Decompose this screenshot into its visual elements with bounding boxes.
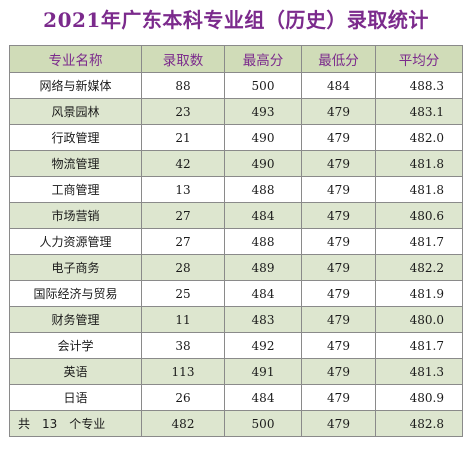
major-name-cell: 财务管理 <box>9 306 142 333</box>
table-row: 人力资源管理 27 488 479 481.7 <box>9 228 463 255</box>
admitted-count-cell: 28 <box>141 254 225 281</box>
major-name-cell: 人力资源管理 <box>9 228 142 255</box>
admitted-count-cell: 13 <box>141 176 225 203</box>
header-admitted-count: 录取数 <box>141 45 225 73</box>
avg-score-cell: 488.3 <box>375 72 463 99</box>
avg-score-cell: 480.9 <box>375 384 463 411</box>
avg-score-cell: 480.6 <box>375 202 463 229</box>
avg-score-cell: 481.3 <box>375 358 463 385</box>
total-avg-score-cell: 482.8 <box>375 410 463 437</box>
table-row: 电子商务 28 489 479 482.2 <box>9 254 463 281</box>
major-name-cell: 电子商务 <box>9 254 142 281</box>
admitted-count-cell: 42 <box>141 150 225 177</box>
table-row: 网络与新媒体 88 500 484 488.3 <box>9 72 463 99</box>
total-row: 共 13 个专业 482 500 479 482.8 <box>9 410 463 437</box>
major-name-cell: 英语 <box>9 358 142 385</box>
admitted-count-cell: 27 <box>141 202 225 229</box>
admitted-count-cell: 38 <box>141 332 225 359</box>
min-score-cell: 479 <box>301 228 376 255</box>
admitted-count-cell: 26 <box>141 384 225 411</box>
min-score-cell: 479 <box>301 358 376 385</box>
max-score-cell: 488 <box>224 176 302 203</box>
min-score-cell: 479 <box>301 280 376 307</box>
header-min-score: 最低分 <box>301 45 376 73</box>
header-avg-score: 平均分 <box>375 45 463 73</box>
avg-score-cell: 483.1 <box>375 98 463 125</box>
table-row: 英语 113 491 479 481.3 <box>9 358 463 385</box>
avg-score-cell: 481.7 <box>375 332 463 359</box>
avg-score-cell: 482.2 <box>375 254 463 281</box>
min-score-cell: 479 <box>301 332 376 359</box>
avg-score-cell: 481.7 <box>375 228 463 255</box>
major-name-cell: 行政管理 <box>9 124 142 151</box>
max-score-cell: 490 <box>224 124 302 151</box>
major-name-cell: 会计学 <box>9 332 142 359</box>
total-min-score-cell: 479 <box>301 410 376 437</box>
avg-score-cell: 481.8 <box>375 176 463 203</box>
min-score-cell: 479 <box>301 150 376 177</box>
avg-score-cell: 481.9 <box>375 280 463 307</box>
max-score-cell: 490 <box>224 150 302 177</box>
max-score-cell: 493 <box>224 98 302 125</box>
major-name-cell: 工商管理 <box>9 176 142 203</box>
max-score-cell: 500 <box>224 72 302 99</box>
min-score-cell: 479 <box>301 176 376 203</box>
min-score-cell: 479 <box>301 98 376 125</box>
min-score-cell: 479 <box>301 384 376 411</box>
major-name-cell: 物流管理 <box>9 150 142 177</box>
min-score-cell: 479 <box>301 254 376 281</box>
admitted-count-cell: 27 <box>141 228 225 255</box>
max-score-cell: 491 <box>224 358 302 385</box>
table-row: 会计学 38 492 479 481.7 <box>9 332 463 359</box>
avg-score-cell: 480.0 <box>375 306 463 333</box>
table-row: 日语 26 484 479 480.9 <box>9 384 463 411</box>
table-row: 市场营销 27 484 479 480.6 <box>9 202 463 229</box>
table-row: 物流管理 42 490 479 481.8 <box>9 150 463 177</box>
admitted-count-cell: 88 <box>141 72 225 99</box>
max-score-cell: 483 <box>224 306 302 333</box>
table-header-row: 专业名称 录取数 最高分 最低分 平均分 <box>9 45 463 73</box>
page-title: 2021年广东本科专业组（历史）录取统计 <box>43 8 429 32</box>
major-name-cell: 市场营销 <box>9 202 142 229</box>
header-max-score: 最高分 <box>224 45 302 73</box>
min-score-cell: 479 <box>301 124 376 151</box>
admission-table-container: 专业名称 录取数 最高分 最低分 平均分 网络与新媒体 88 500 484 4… <box>9 45 463 437</box>
major-name-cell: 网络与新媒体 <box>9 72 142 99</box>
max-score-cell: 489 <box>224 254 302 281</box>
avg-score-cell: 482.0 <box>375 124 463 151</box>
max-score-cell: 484 <box>224 384 302 411</box>
admitted-count-cell: 25 <box>141 280 225 307</box>
max-score-cell: 488 <box>224 228 302 255</box>
major-name-cell: 风景园林 <box>9 98 142 125</box>
table-row: 财务管理 11 483 479 480.0 <box>9 306 463 333</box>
admission-stats-table: 专业名称 录取数 最高分 最低分 平均分 网络与新媒体 88 500 484 4… <box>9 45 463 437</box>
total-max-score-cell: 500 <box>224 410 302 437</box>
max-score-cell: 492 <box>224 332 302 359</box>
max-score-cell: 484 <box>224 280 302 307</box>
min-score-cell: 479 <box>301 306 376 333</box>
min-score-cell: 479 <box>301 202 376 229</box>
admitted-count-cell: 11 <box>141 306 225 333</box>
admitted-count-cell: 23 <box>141 98 225 125</box>
admitted-count-cell: 21 <box>141 124 225 151</box>
total-count-cell: 482 <box>141 410 225 437</box>
table-row: 行政管理 21 490 479 482.0 <box>9 124 463 151</box>
min-score-cell: 484 <box>301 72 376 99</box>
header-major-name: 专业名称 <box>9 45 142 73</box>
avg-score-cell: 481.8 <box>375 150 463 177</box>
total-label-cell: 共 13 个专业 <box>9 410 142 437</box>
major-name-cell: 日语 <box>9 384 142 411</box>
admitted-count-cell: 113 <box>141 358 225 385</box>
table-row: 国际经济与贸易 25 484 479 481.9 <box>9 280 463 307</box>
max-score-cell: 484 <box>224 202 302 229</box>
table-row: 工商管理 13 488 479 481.8 <box>9 176 463 203</box>
major-name-cell: 国际经济与贸易 <box>9 280 142 307</box>
table-row: 风景园林 23 493 479 483.1 <box>9 98 463 125</box>
